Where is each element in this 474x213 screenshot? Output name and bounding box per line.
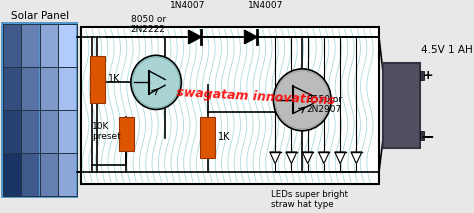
Bar [59, 25, 76, 67]
Polygon shape [335, 152, 346, 164]
Text: 8050 or
2N2222: 8050 or 2N2222 [131, 15, 166, 34]
Bar [1, 23, 79, 198]
Bar [22, 111, 39, 153]
Bar [59, 111, 76, 153]
Bar [40, 111, 58, 153]
Text: swagatam innovations: swagatam innovations [176, 86, 335, 108]
Bar [383, 63, 419, 148]
Polygon shape [319, 152, 329, 164]
Text: 10K
preset: 10K preset [92, 122, 121, 141]
Bar [3, 25, 21, 67]
Bar [201, 117, 215, 158]
Circle shape [131, 55, 182, 109]
Text: Solar Panel: Solar Panel [10, 11, 69, 21]
Bar [3, 153, 21, 196]
Bar [22, 25, 39, 67]
Bar [40, 25, 58, 67]
Polygon shape [351, 152, 362, 164]
Bar [40, 68, 58, 110]
Text: 8550 or
2N2907: 8550 or 2N2907 [307, 95, 342, 114]
Bar [58, 68, 77, 110]
Bar [40, 110, 58, 153]
Text: 4.5V 1 AH: 4.5V 1 AH [421, 45, 473, 55]
Bar [40, 153, 58, 196]
Bar [21, 68, 40, 110]
Polygon shape [302, 152, 313, 164]
Bar [21, 153, 40, 196]
Text: 1N4007: 1N4007 [248, 1, 283, 10]
Polygon shape [189, 30, 201, 44]
Bar [3, 68, 21, 110]
Polygon shape [245, 30, 257, 44]
Bar [21, 110, 40, 153]
Bar [419, 71, 424, 81]
Bar [40, 24, 58, 68]
Bar [3, 68, 21, 110]
Bar [3, 111, 21, 153]
Bar [58, 24, 77, 68]
Circle shape [273, 69, 331, 131]
Bar [119, 117, 134, 151]
Bar [40, 68, 58, 110]
Bar [22, 68, 39, 110]
Bar [59, 68, 76, 110]
Polygon shape [286, 152, 297, 164]
Text: 1K: 1K [219, 132, 231, 142]
Bar [58, 153, 77, 196]
Bar [40, 154, 58, 196]
Bar [22, 154, 39, 196]
Text: LEDs super bright
straw hat type: LEDs super bright straw hat type [271, 190, 348, 209]
Bar [59, 154, 76, 196]
Bar [3, 24, 21, 68]
Bar [419, 131, 424, 140]
Bar [21, 24, 40, 68]
Text: 1K: 1K [108, 75, 121, 85]
Bar [58, 110, 77, 153]
Text: 1N4007: 1N4007 [170, 1, 205, 10]
Text: +: + [422, 69, 433, 82]
Text: −: − [421, 127, 435, 145]
Bar [81, 27, 379, 184]
Bar [90, 56, 105, 103]
Polygon shape [270, 152, 281, 164]
Bar [3, 110, 21, 153]
Bar [3, 154, 21, 196]
